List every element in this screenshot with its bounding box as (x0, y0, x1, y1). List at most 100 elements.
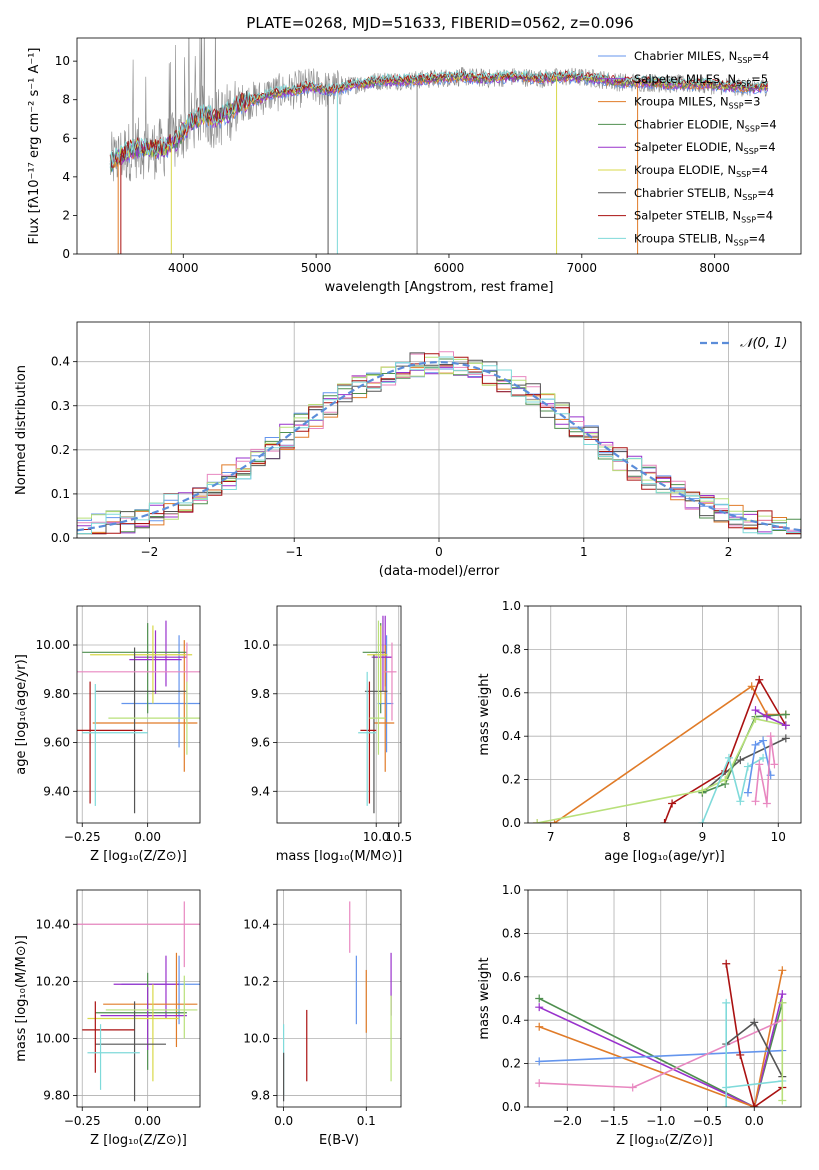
weight-line-0 (538, 997, 784, 1107)
x-axis-label: Z [log₁₀(Z/Z⊙)] (90, 849, 187, 864)
legend-subscript: SSP (736, 79, 751, 88)
y-tick-label: 0 (62, 247, 70, 261)
y-tick-label: 0.6 (502, 970, 521, 984)
legend-label: Kroupa MILES, N (634, 95, 729, 109)
legend-entry: Salpeter STELIB, NSSP=4 (634, 209, 773, 225)
weight-marker (759, 736, 768, 745)
weight-marker (698, 819, 707, 823)
legend-normal: 𝒩(0, 1) (740, 336, 787, 351)
plot-area-age_vs_Z (77, 620, 200, 814)
plot-area-age_vs_mass (358, 615, 397, 814)
plot-area-mass_vs_EBV (283, 901, 392, 1102)
x-axis-label: mass [log₁₀(M/M⊙)] (276, 849, 403, 864)
y-axis-label: mass weight (477, 673, 492, 755)
weight-marker (762, 712, 771, 721)
legend-suffix: =4 (760, 117, 777, 131)
x-tick-label: 10.0 (363, 830, 390, 844)
y-tick-label: 10.00 (36, 638, 70, 652)
y-tick-label: 0.1 (51, 487, 70, 501)
plot-area-mass_vs_Z (77, 901, 200, 1102)
weight-marker (747, 682, 756, 691)
weight-marker (668, 799, 677, 808)
legend-subscript: SSP (729, 102, 744, 111)
weight-marker (778, 998, 787, 1007)
weight-line-3 (539, 1049, 783, 1063)
weight-marker (781, 721, 790, 730)
weight-line-6 (747, 739, 772, 793)
legend-suffix: =4 (756, 209, 773, 223)
weight-marker (722, 959, 731, 968)
weight-marker (628, 1083, 637, 1092)
legend-label: Salpeter ELODIE, N (634, 140, 744, 154)
weight-line-7 (726, 1080, 783, 1089)
x-tick-label: −1.0 (646, 1114, 675, 1128)
axes-frame (76, 37, 802, 255)
weight-marker (778, 966, 787, 975)
x-tick-label: −1 (285, 545, 303, 559)
y-tick-label: 0.0 (502, 1100, 521, 1114)
legend-entry: Chabrier STELIB, NSSP=4 (634, 186, 774, 202)
y-tick-label: 9.4 (251, 784, 270, 798)
weight-marker (781, 734, 790, 743)
y-tick-label: 0.4 (502, 729, 521, 743)
legend-suffix: =4 (752, 49, 769, 63)
y-tick-label: 9.40 (43, 784, 70, 798)
weight-marker (778, 1096, 787, 1105)
x-tick-label: −0.25 (64, 830, 101, 844)
weight-marker (724, 753, 733, 762)
weight-marker (766, 732, 775, 741)
x-tick-label: 0.0 (745, 1114, 764, 1128)
weight-marker (762, 799, 771, 808)
weight-marker (535, 1057, 544, 1066)
legend-label: Salpeter MILES, N (634, 72, 736, 86)
y-axis-label: mass [log₁₀(M/M⊙)] (14, 935, 29, 1062)
panel-mass_vs_EBV: 0.0 0.1 9.8 10.0 10.2 10.4 E(B-V) (243, 889, 402, 1148)
x-tick-label: 1 (580, 545, 588, 559)
legend-suffix: =4 (749, 231, 766, 245)
grid-weight_vs_age (528, 605, 801, 824)
y-axis-label: Flux [fλ10⁻¹⁷ erg cm⁻² s⁻¹ A⁻¹] (27, 48, 42, 245)
legend-subscript: SSP (741, 216, 756, 225)
panel-weight_vs_Z: −2.0 −1.5 −1.0 −0.5 0.0 0.0 0.2 0.4 0.6 0.8 1.0 Z [… (477, 883, 802, 1148)
weight-marker (736, 756, 745, 765)
y-tick-label: 10.0 (243, 638, 270, 652)
legend-suffix: =5 (751, 72, 768, 86)
weight-marker (698, 786, 707, 795)
x-tick-label: −0.25 (64, 1114, 101, 1128)
x-axis-label: Z [log₁₀(Z/Z⊙)] (616, 1133, 713, 1148)
x-tick-label: −2.0 (553, 1114, 582, 1128)
weight-marker (750, 1103, 759, 1107)
y-tick-label: 9.80 (43, 687, 70, 701)
y-axis-label: mass weight (477, 957, 492, 1039)
y-tick-label: 0.3 (51, 399, 70, 413)
legend-label: Chabrier MILES, N (634, 49, 737, 63)
weight-marker (781, 710, 790, 719)
x-tick-label: 2 (725, 545, 733, 559)
weight-marker (535, 1079, 544, 1088)
y-tick-label: 0.4 (51, 355, 70, 369)
x-tick-label: 0.00 (134, 830, 161, 844)
weight-marker (535, 1003, 544, 1012)
y-tick-label: 0.2 (502, 773, 521, 787)
weight-marker (743, 762, 752, 771)
weight-marker (751, 714, 760, 723)
x-tick-label: 8000 (699, 261, 730, 275)
axes-frame (76, 321, 802, 539)
y-axis-label: Normed distribution (14, 365, 29, 495)
x-axis-label: age [log₁₀(age/yr)] (604, 849, 725, 864)
weight-marker (755, 760, 764, 769)
model-line-8 (109, 69, 769, 168)
y-tick-label: 1.0 (502, 599, 521, 613)
x-tick-label: 9 (699, 830, 707, 844)
x-tick-label: 10 (771, 830, 786, 844)
y-tick-label: 0.2 (502, 1057, 521, 1071)
x-tick-label: −1.5 (599, 1114, 628, 1128)
x-tick-label: 5000 (301, 261, 332, 275)
x-tick-label: 0 (435, 545, 443, 559)
weight-marker (778, 990, 787, 999)
y-tick-label: 1.0 (502, 883, 521, 897)
x-tick-label: 7000 (567, 261, 598, 275)
legend-entry: Salpeter MILES, NSSP=5 (634, 72, 768, 88)
